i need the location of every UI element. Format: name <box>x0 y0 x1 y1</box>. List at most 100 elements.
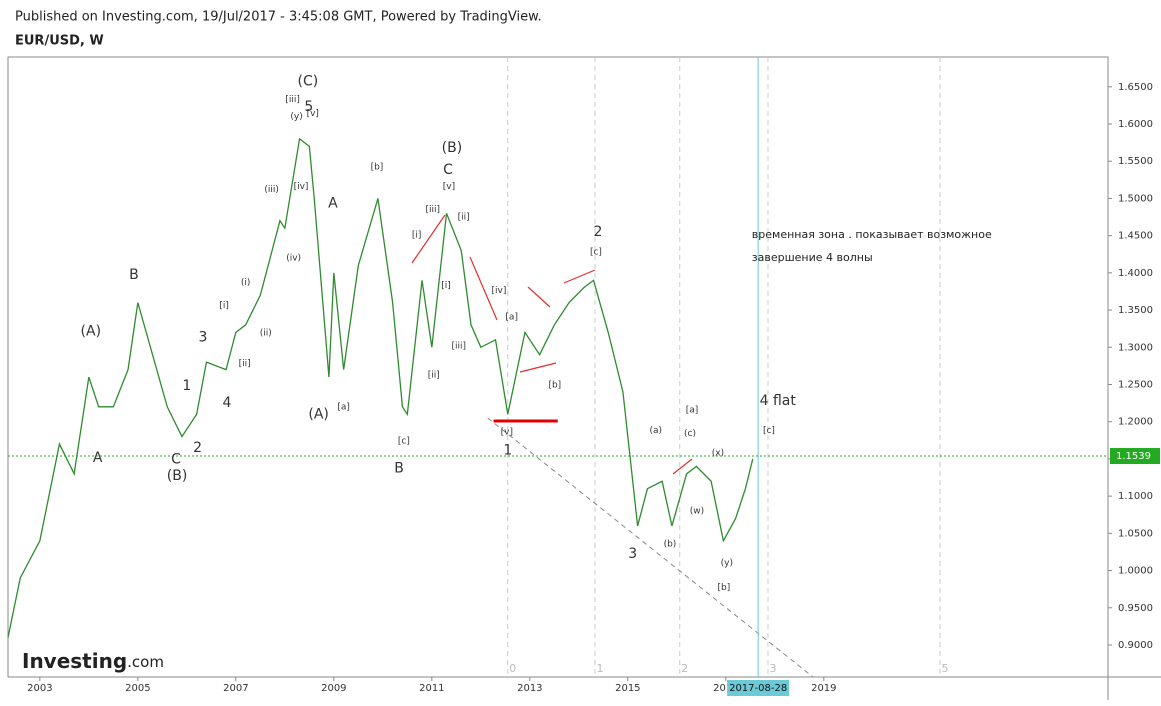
wave-label: 3 <box>199 330 208 346</box>
note: временная зона . показывает возможное <box>752 228 992 241</box>
x-tick-label: 2013 <box>517 683 542 694</box>
y-tick-label: 1.2500 <box>1118 379 1153 390</box>
wave-label: [ii] <box>239 359 251 369</box>
wave-label: (C) <box>298 74 319 90</box>
wave-label: [v] <box>307 109 319 119</box>
wave-label: 3 <box>628 546 637 562</box>
wave-label: B <box>129 267 139 283</box>
wave-label: [a] <box>337 402 350 412</box>
time-zone-label: 5 <box>941 662 948 675</box>
y-tick-label: 0.9000 <box>1118 640 1153 651</box>
wave-label: [iii] <box>452 341 467 351</box>
time-zone-label: 1 <box>596 662 603 675</box>
wave-label: [ii] <box>458 213 470 223</box>
y-tick-label: 1.5500 <box>1118 156 1153 167</box>
wave-line <box>411 214 446 264</box>
last-price-label: 1.1539 <box>1116 451 1151 462</box>
wave-label: [b] <box>371 163 384 173</box>
time-zone-label: 2 <box>681 662 688 675</box>
x-tick-label: 2009 <box>321 683 346 694</box>
x-tick-label: 2005 <box>125 683 150 694</box>
note: завершение 4 волны <box>752 251 873 264</box>
wave-line <box>563 269 596 284</box>
y-tick-label: 1.0500 <box>1118 528 1153 539</box>
wave-label: 2 <box>193 440 202 456</box>
x-tick-label: 2017 <box>713 683 738 694</box>
x-tick-label: 2011 <box>419 683 444 694</box>
wave-label: (iii) <box>264 185 279 195</box>
wave-label: [i] <box>412 230 422 240</box>
x-tick-label: 2007 <box>223 683 248 694</box>
wave-label: [b] <box>548 381 561 391</box>
crosshair-label-bg <box>727 680 790 696</box>
wave-label: [v] <box>443 182 455 192</box>
y-tick-label: 1.4000 <box>1118 268 1153 279</box>
wave-label: [c] <box>590 248 602 258</box>
wave-label: A <box>328 196 338 212</box>
y-tick-label: 1.3000 <box>1118 342 1153 353</box>
wave-label: (x) <box>712 448 724 458</box>
wave-label: (b) <box>664 539 677 549</box>
x-tick-label: 2003 <box>27 683 52 694</box>
published-line: Published on Investing.com, 19/Jul/2017 … <box>15 10 542 25</box>
wave-label: [i] <box>219 301 229 311</box>
last-price-bg <box>1110 448 1160 465</box>
y-tick-label: 1.2000 <box>1118 417 1153 428</box>
wave-label: (ii) <box>260 329 272 339</box>
wave-label: (y) <box>290 112 302 122</box>
logo-text: Investing <box>22 649 127 673</box>
y-tick-label: 1.5000 <box>1118 193 1153 204</box>
y-tick-label: 1.3500 <box>1118 305 1153 316</box>
wave-label: [iv] <box>294 182 309 192</box>
drawings <box>411 214 693 475</box>
x-tick-label: 2019 <box>811 683 836 694</box>
symbol: EUR/USD, W <box>15 34 104 49</box>
y-tick-label: 1.6500 <box>1118 82 1153 93</box>
wave-line <box>672 458 693 475</box>
plot-frame <box>7 56 1109 678</box>
wave-label: B <box>394 461 404 477</box>
wave-label: (iv) <box>286 253 301 263</box>
wave-label: [c] <box>763 426 775 436</box>
wave-label: [i] <box>441 281 451 291</box>
wave-label: C <box>443 162 453 178</box>
wave-label: [ii] <box>428 370 440 380</box>
wave-label: 1 <box>182 378 191 394</box>
wave-label: (B) <box>442 140 463 156</box>
wave-label: 4 flat <box>760 393 797 409</box>
wave-line <box>519 362 557 373</box>
wave-label: [iii] <box>426 205 441 215</box>
y-tick-label: 1.4500 <box>1118 231 1153 242</box>
trendline <box>487 417 814 678</box>
wave-line <box>469 256 498 321</box>
y-tick-label: 0.9500 <box>1118 603 1153 614</box>
wave-label: [b] <box>717 583 730 593</box>
wave-label: [iii] <box>285 95 300 105</box>
wave-label: C <box>171 452 181 468</box>
price-line <box>7 137 754 638</box>
logo-suffix: .com <box>127 653 164 671</box>
wave-label: 1 <box>503 443 512 459</box>
x-tick-label: 2015 <box>615 683 640 694</box>
wave-label: (w) <box>690 507 704 517</box>
wave-label: (a) <box>649 426 662 436</box>
wave-label: (i) <box>241 278 251 288</box>
y-tick-label: 1.0000 <box>1118 566 1153 577</box>
wave-label: 4 <box>223 395 232 411</box>
wave-label: [c] <box>398 437 410 447</box>
wave-label: A <box>93 450 103 466</box>
wave-label: (A) <box>308 406 329 422</box>
time-zone-label: 0 <box>509 662 516 675</box>
wave-label: 5 <box>304 99 313 115</box>
wave-label: (A) <box>81 324 102 340</box>
wave-label: (y) <box>721 559 733 569</box>
time-zone-label: 3 <box>769 662 776 675</box>
y-tick-label: 1.6000 <box>1118 119 1153 130</box>
wave-label: (c) <box>684 429 696 439</box>
logo: Investing.com <box>22 649 164 673</box>
wave-line <box>527 286 551 308</box>
wave-label: [iv] <box>492 286 507 296</box>
wave-label: [v] <box>501 428 513 438</box>
wave-label: (B) <box>167 468 188 484</box>
